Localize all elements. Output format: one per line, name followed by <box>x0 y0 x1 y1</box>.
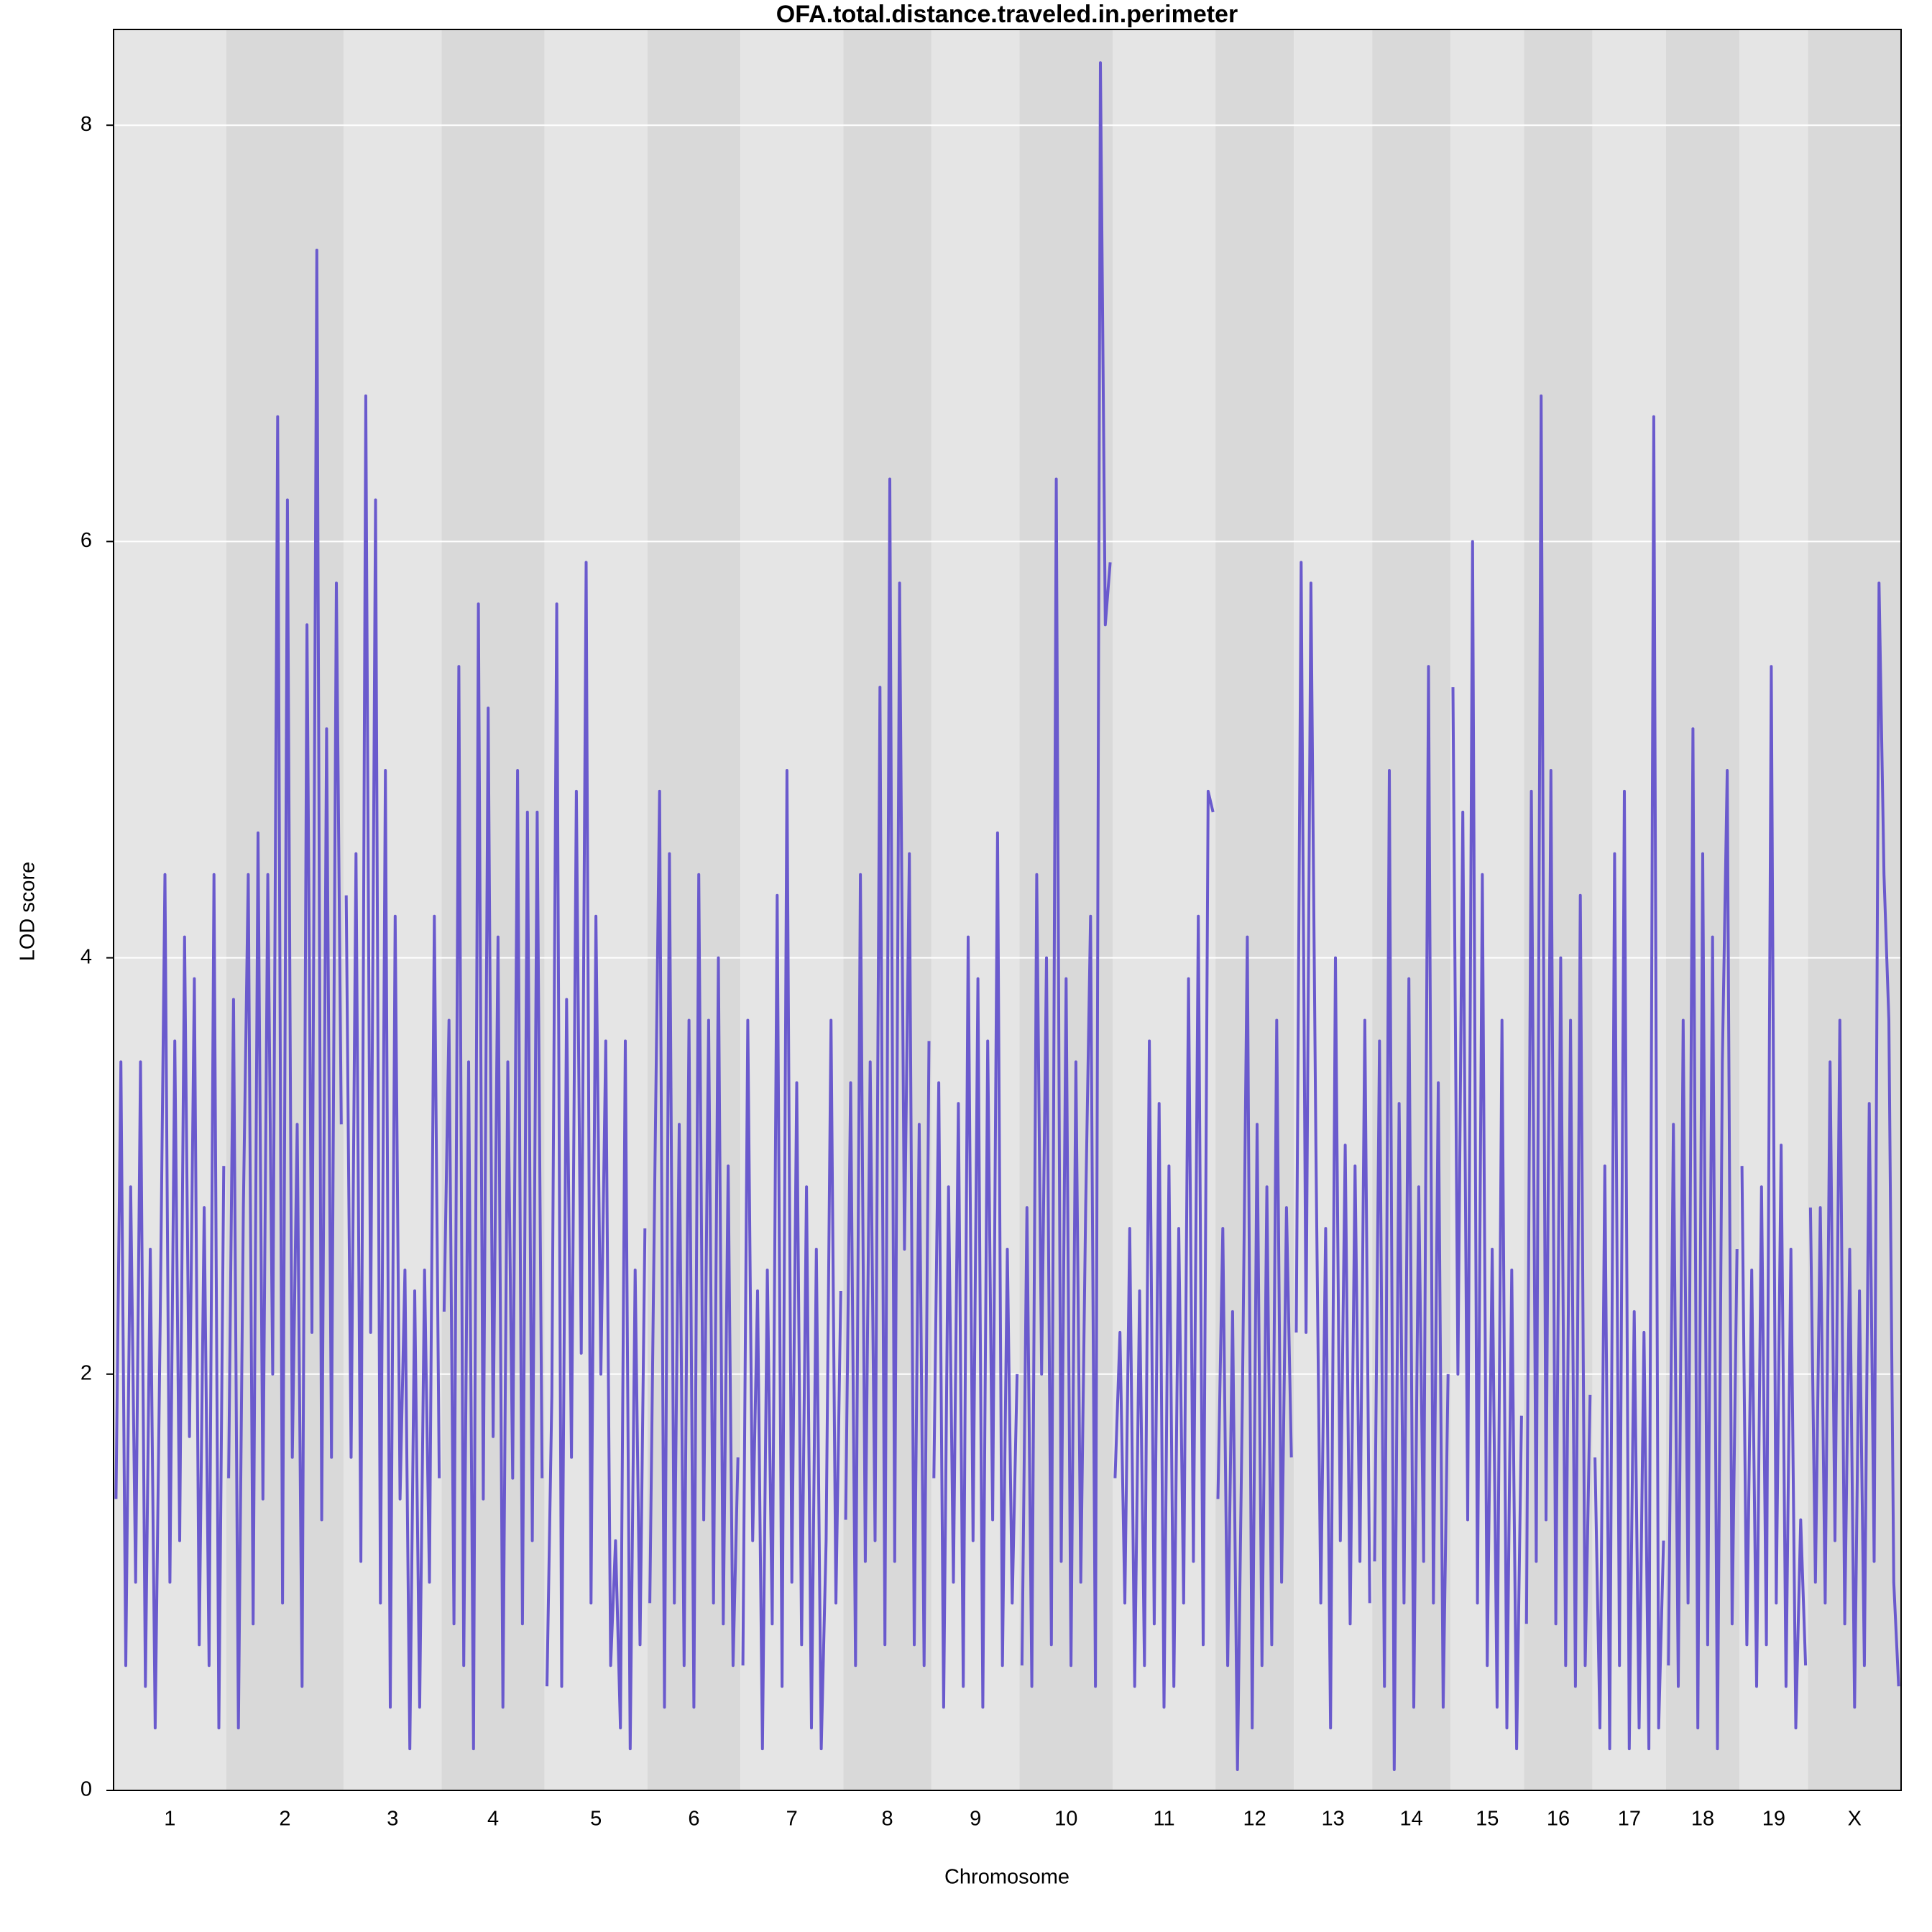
x-tick-label: 9 <box>970 1808 981 1831</box>
x-tick-label: 16 <box>1547 1808 1570 1831</box>
lod-line <box>741 769 842 1751</box>
y-tick-label: 0 <box>80 1778 92 1801</box>
x-tick-label: 5 <box>590 1808 602 1831</box>
y-tick-label: 2 <box>80 1361 92 1384</box>
lod-line <box>1216 935 1293 1771</box>
x-tick-label: 13 <box>1321 1808 1344 1831</box>
lod-line <box>1524 394 1592 1688</box>
x-tick-label: 14 <box>1399 1808 1422 1831</box>
lod-line <box>1593 415 1665 1751</box>
x-tick-label: 8 <box>881 1808 893 1831</box>
x-tick-label: 6 <box>688 1808 699 1831</box>
lod-line <box>1667 727 1739 1751</box>
x-tick-label: 11 <box>1153 1808 1174 1831</box>
lod-line <box>1020 61 1112 1688</box>
x-tick-label: 4 <box>487 1808 499 1831</box>
x-tick-label: 12 <box>1243 1808 1266 1831</box>
x-tick-label: 10 <box>1054 1808 1077 1831</box>
lod-line <box>932 831 1019 1709</box>
chromosome-band <box>1112 29 1216 1790</box>
plot-border <box>113 29 1902 1791</box>
lod-line <box>844 477 931 1668</box>
x-axis-label: Chromosome <box>944 1866 1070 1889</box>
lod-line <box>442 602 544 1751</box>
lod-line <box>546 561 647 1751</box>
x-tick-label: X <box>1848 1808 1862 1831</box>
x-tick-label: 1 <box>164 1808 175 1831</box>
lod-line <box>648 789 740 1709</box>
y-tick-label: 8 <box>80 113 92 136</box>
x-tick-label: 17 <box>1618 1808 1641 1831</box>
x-tick-label: 3 <box>387 1808 398 1831</box>
y-tick-label: 4 <box>80 945 92 968</box>
x-tick-label: 15 <box>1476 1808 1499 1831</box>
lod-line <box>1373 665 1450 1771</box>
chart-title: OFA.total.distance.traveled.in.perimeter <box>776 1 1238 28</box>
lod-line <box>1451 540 1523 1751</box>
x-tick-label: 18 <box>1691 1808 1714 1831</box>
y-tick-label: 6 <box>80 529 92 552</box>
lod-lines <box>114 61 1900 1771</box>
chromosome-band <box>1524 29 1593 1790</box>
x-tick-label: 19 <box>1762 1808 1785 1831</box>
chromosome-band <box>1808 29 1901 1790</box>
x-tick-label: 2 <box>279 1808 290 1831</box>
lod-line <box>1808 581 1900 1709</box>
lod-line <box>1740 665 1808 1730</box>
lod-line <box>227 249 343 1730</box>
y-axis-label: LOD score <box>17 862 40 962</box>
x-tick-label: 7 <box>786 1808 798 1831</box>
lod-line <box>344 394 441 1751</box>
lod-line <box>1294 561 1371 1730</box>
lod-line <box>1113 789 1215 1709</box>
lod-line <box>114 873 226 1730</box>
